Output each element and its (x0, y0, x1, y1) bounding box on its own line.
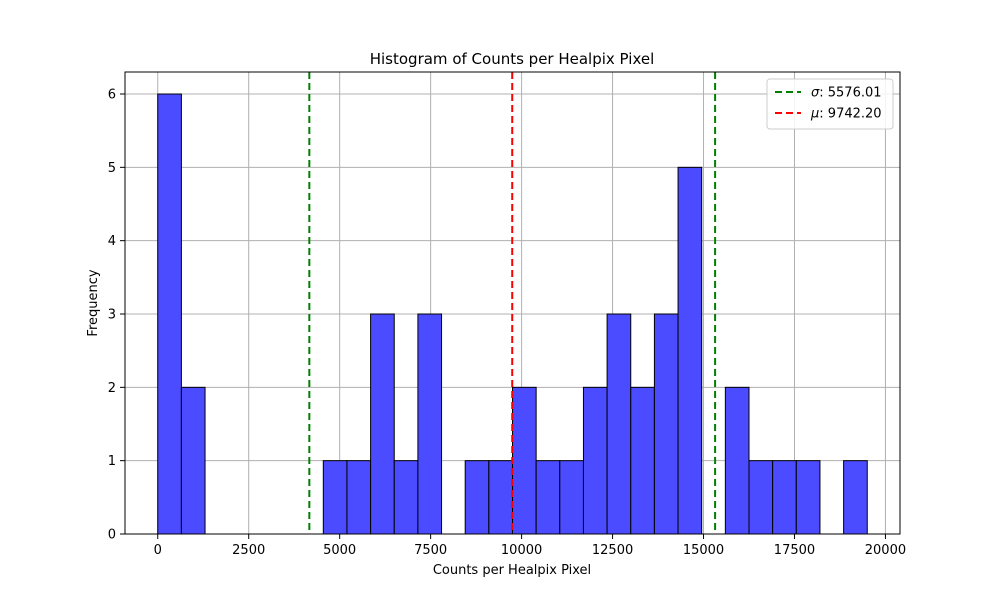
histogram-bar (653, 313, 679, 535)
histogram-bar (795, 460, 821, 535)
y-tick-label: 6 (108, 88, 116, 103)
histogram-bar (677, 166, 703, 535)
chart-title: Histogram of Counts per Healpix Pixel (370, 50, 655, 68)
x-axis-label: Counts per Healpix Pixel (433, 563, 591, 578)
histogram-bar (393, 460, 419, 535)
histogram-bar (512, 386, 537, 535)
y-tick-label: 5 (108, 161, 116, 176)
x-tick-label: 15000 (683, 543, 724, 558)
legend-value: : 5576.01 (819, 86, 881, 101)
histogram-bar (582, 386, 608, 535)
histogram-bar (322, 460, 348, 535)
histogram-bar (772, 460, 797, 535)
y-tick-label: 4 (108, 234, 116, 249)
legend-value: : 9742.20 (819, 107, 881, 122)
histogram-bar (748, 460, 774, 535)
histogram-bar (180, 386, 206, 535)
histogram-bar (417, 313, 443, 535)
x-tick-label: 10000 (501, 543, 542, 558)
x-tick-label: 20000 (865, 543, 906, 558)
histogram-bar (370, 313, 395, 535)
histogram-bar (488, 460, 513, 535)
y-tick-label: 3 (108, 308, 116, 323)
histogram-bar (606, 313, 632, 535)
plot-frame (124, 71, 901, 535)
x-tick-label: 17500 (774, 543, 815, 558)
y-tick-label: 1 (108, 454, 116, 469)
y-tick-label: 0 (108, 528, 116, 543)
histogram-bar (157, 93, 182, 535)
legend-label: μ: 9742.20 (810, 107, 882, 122)
histogram-bar (464, 460, 490, 535)
reference-lines (308, 72, 717, 534)
x-tick-label: 12500 (592, 543, 633, 558)
histogram-bar (535, 460, 561, 535)
histogram-bar (346, 460, 372, 535)
histogram-bars (157, 93, 868, 535)
histogram-bar (724, 386, 750, 535)
x-tick-label: 5000 (323, 543, 356, 558)
histogram-bar (843, 460, 868, 535)
legend: σ: 5576.01μ: 9742.20 (766, 78, 894, 130)
x-tick-label: 7500 (414, 543, 447, 558)
y-axis-ticks: 0 1 2 3 4 5 6 (108, 88, 125, 543)
y-tick-label: 2 (108, 381, 116, 396)
histogram-bar (559, 460, 584, 535)
legend-symbol: σ (811, 86, 820, 101)
legend-label: σ: 5576.01 (811, 86, 882, 101)
legend-symbol: μ (810, 107, 819, 122)
y-axis-label: Frequency (86, 269, 101, 336)
x-tick-label: 0 (154, 543, 162, 558)
x-axis-ticks: 0 2500 5000 7500 10000 12500 15000 17500 20000 (154, 534, 906, 558)
x-tick-label: 2500 (232, 543, 265, 558)
histogram-bar (630, 386, 655, 535)
